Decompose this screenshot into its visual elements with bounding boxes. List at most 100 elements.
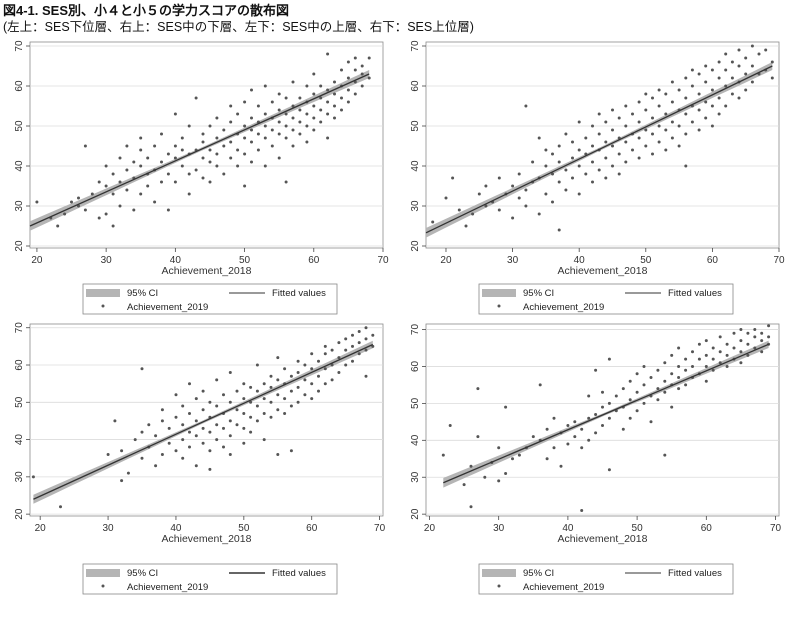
- tl-data-point: [243, 124, 247, 128]
- tr-data-point: [724, 52, 728, 56]
- bl-data-point: [208, 430, 212, 434]
- tl-data-point: [312, 116, 316, 120]
- br-data-point: [545, 427, 549, 431]
- br-data-point: [497, 446, 501, 450]
- bl-fitted-line: [33, 343, 374, 500]
- bl-data-point: [262, 397, 266, 401]
- tl-data-point: [166, 172, 170, 176]
- bl-data-point: [228, 400, 232, 404]
- bl-legend-scatter-swatch: [101, 584, 105, 588]
- tl-data-point: [125, 188, 129, 192]
- tr-data-point: [497, 208, 501, 212]
- tl-data-point: [291, 128, 295, 132]
- bl-data-point: [249, 415, 253, 419]
- bl-data-point: [194, 397, 198, 401]
- br-xtick-label: 20: [424, 523, 436, 534]
- tl-data-point: [312, 128, 316, 132]
- br-data-point: [538, 383, 542, 387]
- br-data-point: [511, 457, 514, 461]
- tl-data-point: [256, 104, 260, 108]
- br-legend-ci-label: 95% CI: [523, 568, 554, 579]
- tl-data-point: [97, 180, 101, 184]
- tl-data-point: [250, 116, 253, 120]
- tl-data-point: [229, 104, 233, 108]
- tl-data-point: [243, 152, 247, 156]
- tr-data-point: [644, 144, 648, 148]
- tl-data-point: [333, 116, 336, 120]
- bl-data-point: [364, 326, 368, 330]
- tr-data-point: [670, 80, 674, 84]
- tr-data-point: [657, 88, 661, 92]
- tr-data-point: [710, 68, 714, 72]
- tr-data-point: [677, 144, 681, 148]
- br-data-point: [607, 468, 611, 472]
- tr-data-point: [551, 200, 554, 204]
- br-data-point: [746, 342, 750, 346]
- bl-data-point: [113, 419, 117, 423]
- tr-xtick-label: 60: [707, 255, 719, 266]
- bl-data-point: [276, 453, 280, 456]
- tl-data-point: [215, 152, 219, 156]
- tl-data-point: [298, 108, 302, 112]
- br-data-point: [718, 335, 722, 339]
- bl-xtick-label: 70: [374, 523, 386, 534]
- br-data-point: [607, 357, 611, 361]
- bl-data-point: [242, 426, 246, 430]
- bl-data-point: [228, 434, 232, 438]
- tr-data-point: [704, 64, 708, 68]
- bl-ytick-label: 60: [14, 359, 25, 371]
- bl-data-point: [126, 471, 130, 475]
- bl-data-point: [188, 430, 191, 434]
- bl-data-point: [215, 423, 219, 427]
- tl-xtick-label: 70: [377, 255, 389, 266]
- tr-data-point: [537, 136, 541, 140]
- tr-ytick-label: 50: [410, 120, 421, 132]
- bl-xtick-label: 30: [103, 523, 115, 534]
- bl-data-point: [330, 348, 334, 352]
- br-data-point: [504, 405, 508, 409]
- tr-data-point: [704, 80, 708, 84]
- tr-data-point: [697, 128, 701, 132]
- tr-data-point: [724, 68, 728, 72]
- tl-data-point: [333, 104, 336, 108]
- br-fitted-line: [443, 343, 769, 484]
- br-data-point: [663, 453, 667, 457]
- tr-data-point: [564, 132, 568, 136]
- br-data-point: [663, 361, 667, 365]
- tl-data-point: [125, 144, 129, 148]
- tr-data-point: [571, 140, 574, 144]
- bl-data-point: [181, 438, 185, 442]
- tl-data-point: [270, 100, 274, 104]
- bl-data-point: [364, 348, 368, 352]
- tl-data-point: [139, 192, 143, 196]
- tr-data-point: [477, 192, 481, 196]
- tr-data-point: [544, 148, 548, 152]
- tr-data-point: [571, 156, 574, 160]
- tr-data-point: [750, 80, 754, 84]
- tl-legend-box: [82, 283, 338, 315]
- br-xtick-label: 40: [562, 523, 574, 534]
- tr-data-point: [577, 164, 581, 168]
- tr-data-point: [677, 88, 681, 92]
- tr-data-point: [591, 144, 594, 148]
- tl-data-point: [229, 120, 233, 124]
- br-data-point: [628, 398, 632, 402]
- tr-ytick-label: 70: [410, 40, 421, 52]
- tr-xtick-label: 40: [574, 255, 586, 266]
- br-data-point: [767, 324, 771, 328]
- bl-ytick-label: 20: [14, 508, 25, 520]
- br-data-point: [670, 405, 674, 409]
- bl-data-point: [344, 348, 348, 352]
- tl-data-point: [277, 132, 281, 136]
- bl-data-point: [228, 371, 232, 374]
- br-data-point: [469, 505, 473, 509]
- br-ytick-label: 20: [410, 508, 421, 520]
- br-data-point: [628, 379, 632, 383]
- br-data-point: [504, 472, 508, 475]
- br-xtick-label: 70: [770, 523, 782, 534]
- tl-data-point: [166, 152, 170, 156]
- tl-data-point: [118, 180, 122, 184]
- tl-legend-scatter-swatch: [101, 304, 105, 308]
- br-data-point: [607, 416, 611, 420]
- bl-data-point: [351, 359, 354, 363]
